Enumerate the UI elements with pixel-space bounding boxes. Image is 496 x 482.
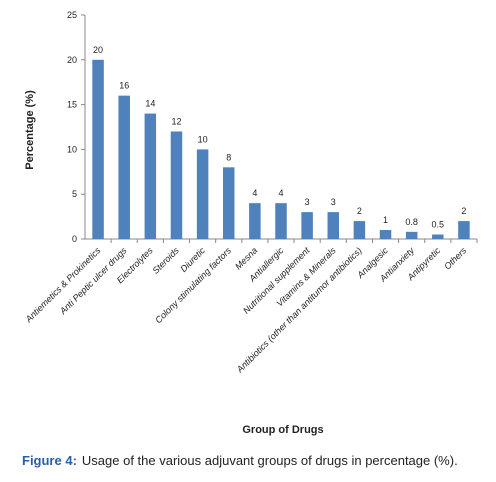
bar — [301, 212, 313, 239]
y-tick-label: 20 — [67, 55, 77, 65]
bar — [405, 231, 418, 239]
y-tick-label: 25 — [67, 10, 77, 20]
value-label: 16 — [119, 81, 129, 91]
bar — [118, 95, 130, 239]
bar — [432, 234, 444, 239]
value-label: 4 — [278, 188, 283, 198]
x-tick-label: Others — [442, 245, 469, 272]
value-label: 2 — [461, 206, 466, 216]
bar — [353, 221, 366, 239]
bar — [144, 113, 157, 239]
bar — [458, 221, 470, 239]
value-label: 4 — [252, 188, 257, 198]
value-label: 3 — [331, 197, 336, 207]
value-label: 0.5 — [432, 220, 445, 230]
caption-text: Usage of the various adjuvant groups of … — [82, 453, 458, 468]
value-label: 1 — [383, 215, 388, 225]
value-label: 3 — [305, 197, 310, 207]
value-label: 20 — [93, 45, 103, 55]
figure-label: Figure 4: — [22, 453, 77, 468]
value-label: 10 — [198, 134, 208, 144]
bar — [379, 230, 392, 239]
x-tick-label: Steroids — [150, 245, 181, 276]
y-tick-label: 15 — [67, 100, 77, 110]
bar — [275, 203, 287, 239]
bar — [92, 59, 104, 239]
bar — [196, 149, 209, 239]
y-axis-label: Percentage (%) — [24, 90, 36, 170]
value-label: 14 — [145, 99, 155, 109]
x-axis-label: Group of Drugs — [242, 424, 323, 436]
y-tick-label: 10 — [67, 144, 77, 154]
y-tick-label: 5 — [72, 189, 77, 199]
value-label: 2 — [357, 206, 362, 216]
bar — [249, 203, 261, 239]
bar — [170, 131, 183, 239]
bar — [222, 167, 235, 239]
value-label: 0.8 — [405, 217, 418, 227]
bar — [327, 212, 340, 239]
value-label: 12 — [171, 116, 181, 126]
caption: Figure 4: Usage of the various adjuvant g… — [22, 453, 458, 468]
y-tick-label: 0 — [72, 234, 77, 244]
value-label: 8 — [226, 152, 231, 162]
